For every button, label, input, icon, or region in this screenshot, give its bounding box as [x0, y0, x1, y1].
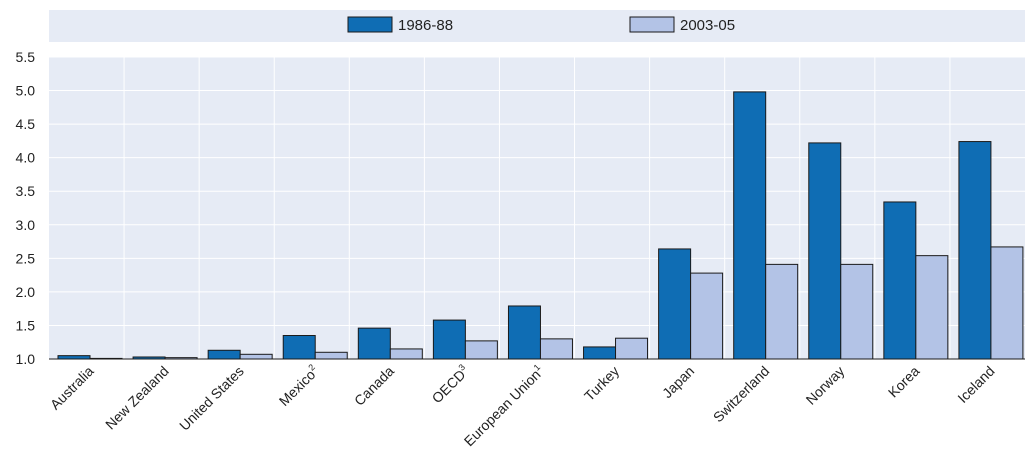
y-tick-label: 4.5 — [16, 116, 36, 132]
bar-series-1 — [432, 319, 466, 360]
bar-series-2 — [915, 255, 949, 360]
x-category-label: OECD3 — [428, 362, 472, 406]
legend-item-2003-05: 2003-05 — [629, 16, 735, 34]
x-category-label: United States — [176, 363, 247, 434]
legend-label-1986-88: 1986-88 — [398, 17, 453, 34]
bar-series-2 — [464, 340, 498, 360]
bar-series-1 — [733, 91, 767, 360]
bar-series-2 — [990, 246, 1024, 360]
bar-series-1 — [357, 327, 391, 360]
y-tick-label: 3.0 — [16, 217, 36, 233]
legend-band — [49, 10, 1025, 42]
bar-series-2 — [615, 337, 649, 360]
x-category-label: Switzerland — [710, 363, 772, 425]
x-category-label: Mexico2 — [275, 362, 322, 409]
bar-series-1 — [282, 335, 316, 360]
bar-series-2 — [539, 338, 573, 360]
bar-series-1 — [958, 141, 992, 360]
bars — [57, 91, 1024, 360]
x-category-label: Japan — [659, 363, 697, 401]
x-category-label: Canada — [351, 363, 397, 409]
bar-series-2 — [314, 351, 348, 360]
bar-series-1 — [883, 201, 917, 360]
x-category-label: Norway — [803, 363, 848, 408]
legend-item-1986-88: 1986-88 — [347, 16, 453, 34]
bar-series-1 — [57, 355, 91, 360]
gridlines — [49, 56, 1025, 359]
y-tick-label: 2.5 — [16, 250, 36, 266]
x-category-label: European Union1 — [460, 362, 547, 449]
x-category-label: Turkey — [581, 363, 622, 404]
y-tick-label: 1.0 — [16, 351, 36, 367]
legend-swatch-2003-05 — [629, 16, 675, 33]
bar-series-2 — [389, 348, 423, 360]
legend-label-2003-05: 2003-05 — [680, 17, 735, 34]
bar-series-2 — [840, 263, 874, 360]
bar-series-2 — [690, 272, 724, 360]
y-tick-label: 5.0 — [16, 83, 36, 99]
y-tick-label: 2.0 — [16, 284, 36, 300]
bar-series-1 — [658, 248, 692, 360]
x-category-label: Australia — [47, 363, 97, 413]
legend-swatch-1986-88 — [347, 16, 393, 33]
x-category-label: Iceland — [954, 363, 997, 406]
y-tick-label: 5.5 — [16, 49, 36, 65]
bar-series-1 — [583, 346, 617, 360]
bar-series-2 — [765, 263, 799, 360]
bar-series-1 — [207, 349, 241, 360]
y-axis-ticks: 1.0 1.5 2.0 2.5 3.0 3.5 4.0 4.5 5.0 5.5 — [16, 49, 36, 367]
bar-series-2 — [239, 353, 273, 360]
y-tick-label: 1.5 — [16, 317, 36, 333]
x-category-label: Korea — [885, 363, 923, 401]
y-tick-label: 3.5 — [16, 183, 36, 199]
x-category-label: New Zealand — [102, 363, 172, 433]
bar-series-1 — [507, 305, 541, 360]
x-axis-labels: Australia New Zealand United States Mexico2… — [47, 362, 998, 449]
bar-series-1 — [808, 142, 842, 360]
y-tick-label: 4.0 — [16, 150, 36, 166]
